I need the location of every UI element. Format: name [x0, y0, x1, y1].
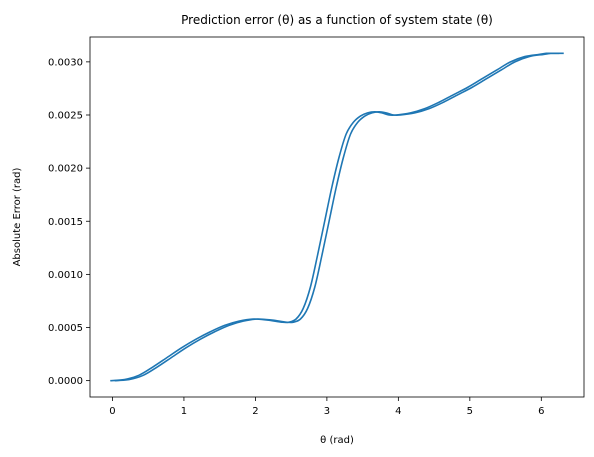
series-line-lower	[114, 52, 564, 382]
y-tick-label: 0.0000	[48, 376, 83, 387]
x-tick-label: 5	[467, 406, 473, 417]
x-tick-label: 2	[252, 406, 258, 417]
x-axis-label: θ (rad)	[320, 435, 354, 446]
series-line-upper	[110, 52, 560, 382]
y-tick-label: 0.0020	[48, 164, 83, 175]
x-tick-label: 6	[538, 406, 544, 417]
y-axis-label: Absolute Error (rad)	[12, 167, 23, 266]
y-tick-label: 0.0025	[48, 110, 83, 121]
y-tick-label: 0.0005	[48, 323, 83, 334]
x-tick-label: 1	[181, 406, 187, 417]
x-tick-label: 3	[324, 406, 330, 417]
x-tick-label: 4	[395, 406, 401, 417]
chart-title: Prediction error (θ) as a function of sy…	[181, 13, 493, 27]
y-tick-label: 0.0015	[48, 217, 83, 228]
x-tick-label: 0	[109, 406, 115, 417]
series-layer	[110, 52, 564, 382]
y-tick-label: 0.0030	[48, 57, 83, 68]
y-tick-label: 0.0010	[48, 270, 83, 281]
ticks-layer: 0 1 2 3 4 5 6 0.0000 0.0005 0.0010 0.0015 0.0020 0.0…	[48, 57, 544, 417]
plot-frame	[89, 36, 585, 398]
